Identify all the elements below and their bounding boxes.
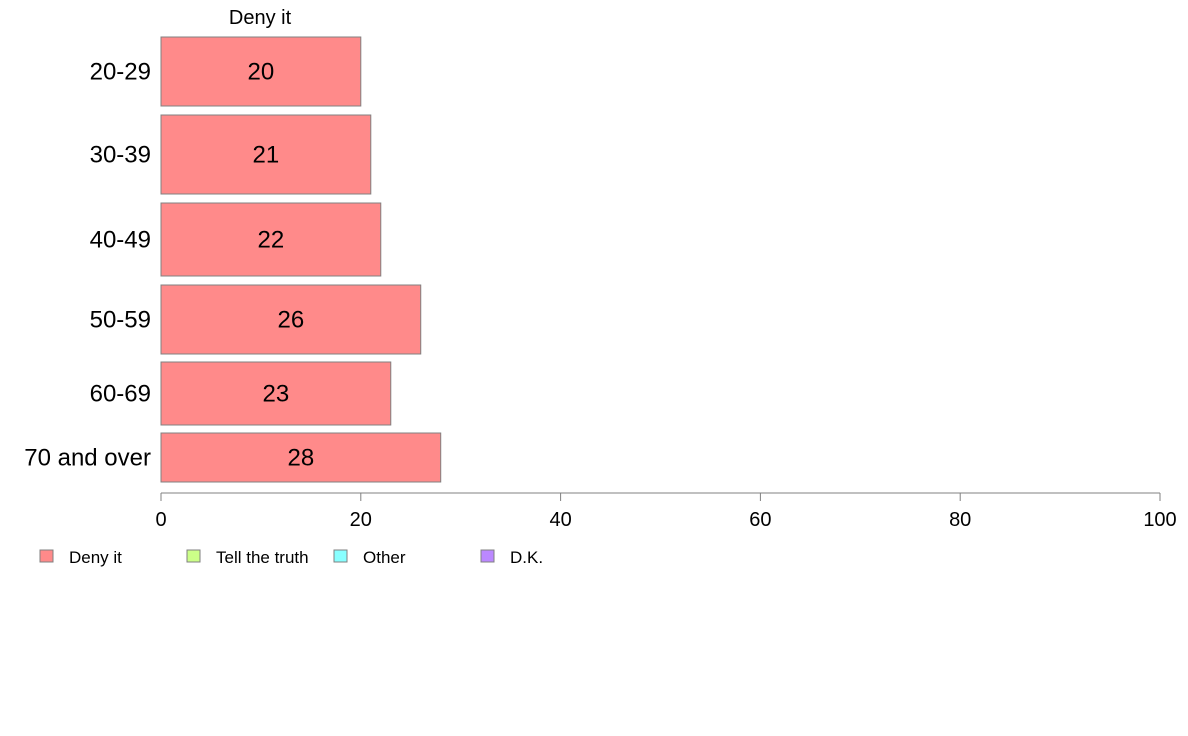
legend-label: D.K. [510, 548, 543, 567]
legend-label: Deny it [69, 548, 122, 567]
series-title: Deny it [229, 7, 292, 29]
legend-swatch [480, 549, 495, 563]
bar-value-label: 20 [248, 59, 275, 86]
bar [160, 361, 392, 426]
bar-value-label: 26 [278, 307, 305, 334]
bar [160, 36, 362, 107]
legend: Deny it Tell the truth Other D.K. [39, 548, 543, 567]
bars-group: 20 21 22 26 23 28 [160, 36, 442, 483]
category-label: 50-59 [90, 307, 151, 334]
category-label: 60-69 [90, 381, 151, 408]
bar [160, 202, 382, 277]
x-tick-label: 60 [749, 509, 771, 531]
legend-swatch [186, 549, 201, 563]
category-label: 40-49 [90, 227, 151, 254]
x-axis: 0 20 40 60 80 100 [155, 492, 1177, 531]
x-tick-label: 40 [549, 509, 571, 531]
bar [160, 284, 422, 355]
category-label: 20-29 [90, 59, 151, 86]
legend-swatch [333, 549, 348, 563]
legend-label: Tell the truth [216, 548, 309, 567]
category-label: 70 and over [24, 445, 151, 472]
legend-label: Other [363, 548, 406, 567]
x-tick-label: 20 [350, 509, 372, 531]
bar-value-label: 21 [253, 142, 280, 169]
x-tick-label: 80 [949, 509, 971, 531]
x-tick-label: 100 [1143, 509, 1176, 531]
bar-value-label: 23 [263, 381, 290, 408]
bar-value-label: 28 [288, 445, 315, 472]
bar [160, 114, 372, 195]
category-label: 30-39 [90, 142, 151, 169]
bar-value-label: 22 [258, 227, 285, 254]
category-labels: 20-29 30-39 40-49 50-59 60-69 70 and over [24, 59, 151, 472]
bar [160, 432, 442, 483]
legend-swatch [39, 549, 54, 563]
x-tick-label: 0 [155, 509, 166, 531]
